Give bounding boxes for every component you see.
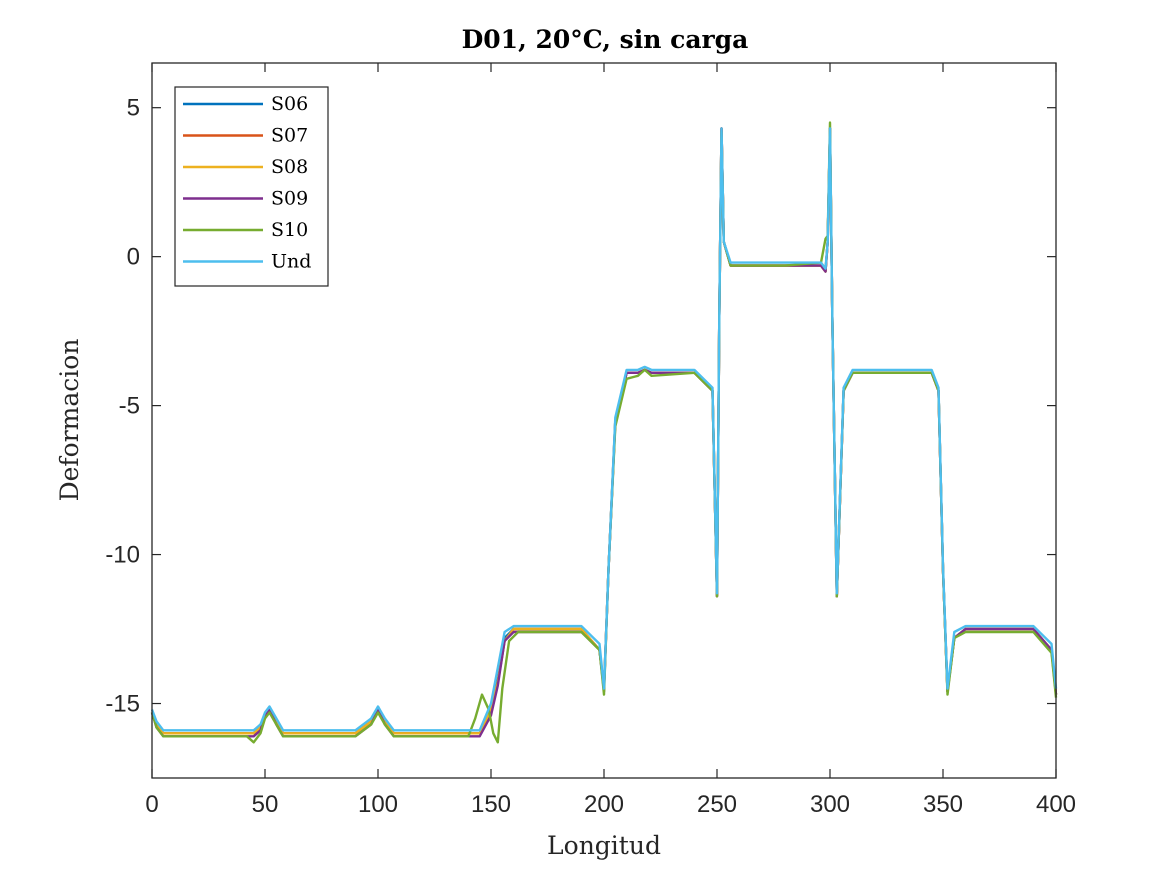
series-line-und bbox=[150, 127, 1058, 732]
legend-label-s07: S07 bbox=[271, 125, 308, 147]
x-tick-label: 150 bbox=[471, 791, 511, 818]
x-tick-label: 200 bbox=[584, 791, 624, 818]
x-tick-label: 100 bbox=[358, 791, 398, 818]
y-tick-label: 5 bbox=[127, 95, 140, 122]
legend-box bbox=[174, 86, 329, 287]
y-tick-label: -15 bbox=[105, 691, 140, 718]
series-line-s10 bbox=[150, 121, 1058, 744]
x-tick-label: 0 bbox=[145, 791, 158, 818]
legend-label-s08: S08 bbox=[271, 156, 308, 178]
y-tick-label: 0 bbox=[127, 244, 140, 271]
chart-title: D01, 20°C, sin carga bbox=[462, 25, 749, 54]
series-layer bbox=[150, 121, 1058, 744]
y-tick-label: -10 bbox=[105, 542, 140, 569]
x-tick-label: 400 bbox=[1036, 791, 1076, 818]
x-axis-label: Longitud bbox=[547, 831, 661, 860]
legend: S06 S07 S08 S09 S10 Und bbox=[174, 86, 329, 287]
x-tick-label: 300 bbox=[810, 791, 850, 818]
legend-label-und: Und bbox=[271, 251, 311, 273]
x-tick-label: 250 bbox=[697, 791, 737, 818]
x-tick-label: 350 bbox=[923, 791, 963, 818]
y-tick-label: -5 bbox=[119, 393, 140, 420]
legend-label-s06: S06 bbox=[271, 93, 308, 115]
legend-label-s09: S09 bbox=[271, 188, 308, 210]
y-axis-label: Deformacion bbox=[55, 339, 84, 502]
x-tick-label: 50 bbox=[252, 791, 279, 818]
legend-label-s10: S10 bbox=[271, 219, 308, 241]
